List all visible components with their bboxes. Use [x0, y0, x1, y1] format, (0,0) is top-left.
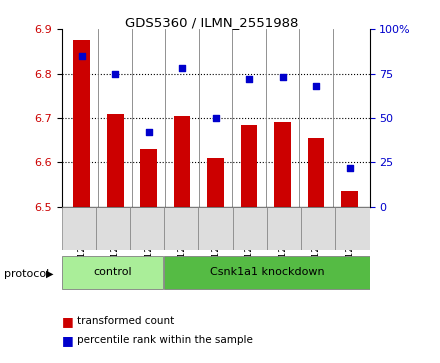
Bar	[130, 207, 164, 250]
Point	[346, 165, 353, 171]
FancyBboxPatch shape	[164, 256, 370, 289]
Bar	[198, 207, 233, 250]
Bar	[73, 40, 90, 207]
Text: ■: ■	[62, 334, 73, 347]
Bar	[107, 114, 124, 207]
Text: transformed count: transformed count	[77, 316, 174, 326]
Text: protocol: protocol	[4, 269, 50, 279]
Bar	[174, 116, 191, 207]
Text: percentile rank within the sample: percentile rank within the sample	[77, 335, 253, 346]
Bar	[207, 158, 224, 207]
Text: control: control	[94, 266, 132, 277]
Point	[212, 115, 219, 121]
Bar	[96, 207, 130, 250]
Text: ■: ■	[62, 315, 73, 328]
Bar	[233, 207, 267, 250]
Point	[179, 65, 186, 71]
FancyBboxPatch shape	[62, 256, 163, 289]
Bar	[267, 207, 301, 250]
Point	[312, 83, 319, 89]
Point	[279, 74, 286, 80]
Bar	[62, 207, 96, 250]
Bar	[241, 125, 257, 207]
Text: GDS5360 / ILMN_2551988: GDS5360 / ILMN_2551988	[125, 16, 298, 29]
Point	[246, 76, 253, 82]
Bar	[140, 149, 157, 207]
Point	[112, 70, 119, 77]
Bar	[308, 138, 324, 207]
Text: Csnk1a1 knockdown: Csnk1a1 knockdown	[209, 266, 324, 277]
Bar	[341, 191, 358, 207]
Bar	[335, 207, 370, 250]
Point	[145, 129, 152, 135]
Text: ▶: ▶	[46, 269, 54, 279]
Bar	[274, 122, 291, 207]
Bar	[164, 207, 198, 250]
Bar	[301, 207, 335, 250]
Point	[78, 53, 85, 58]
